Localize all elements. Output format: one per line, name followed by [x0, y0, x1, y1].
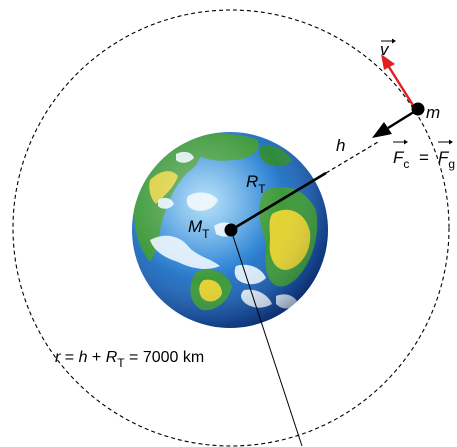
radius-line: [230, 171, 327, 232]
orbit-circle: [12, 9, 450, 447]
force-equation-label: Fc = Fg: [393, 139, 455, 171]
orbit-radius-formula: r = h + RT = 7000 km: [55, 349, 204, 370]
earth-center-point: [224, 223, 238, 237]
height-line: [325, 141, 379, 174]
force-arrow: [372, 108, 418, 138]
velocity-label: v: [380, 38, 396, 59]
svg-text:Fc: Fc: [393, 148, 409, 171]
svg-text:=: =: [419, 148, 429, 167]
velocity-arrow: [381, 54, 418, 111]
earth-mass-label: MT: [188, 217, 210, 241]
earth-radius-label: RT: [246, 172, 266, 196]
svg-text:v: v: [380, 40, 390, 59]
height-label: h: [336, 136, 345, 155]
svg-text:Fg: Fg: [438, 148, 455, 171]
orbit-radius-line: [230, 229, 303, 447]
satellite-point: [411, 102, 425, 116]
mass-label: m: [426, 103, 440, 122]
